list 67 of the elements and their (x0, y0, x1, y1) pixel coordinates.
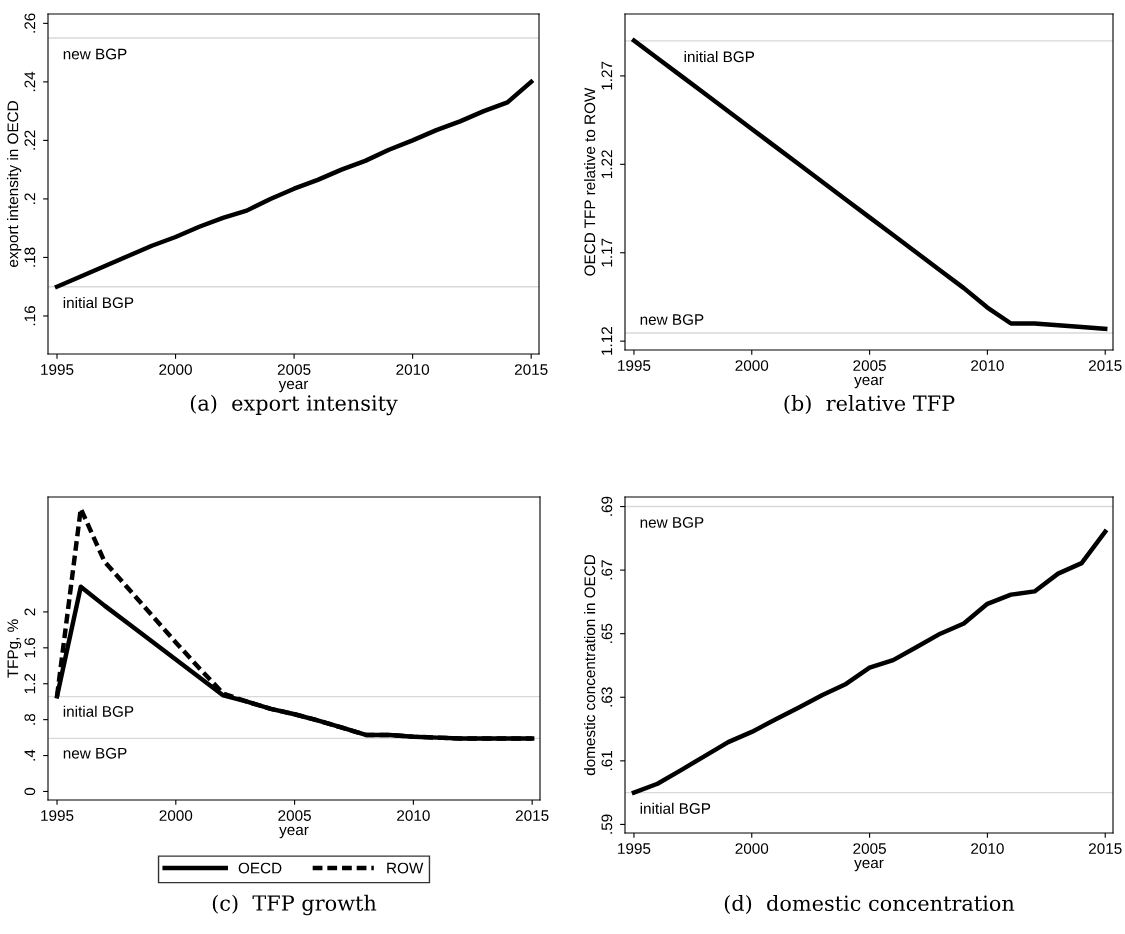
y-tick-label: .59 (601, 814, 613, 834)
x-tick-label: 2005 (853, 843, 886, 854)
x-axis-title: year (854, 376, 884, 389)
x-tick-label: 1995 (41, 364, 74, 375)
x-tick-label: 2015 (515, 810, 549, 821)
x-axis-title: year (278, 380, 309, 393)
y-axis-title: OECD TFP relative to ROW (584, 87, 596, 276)
y-tick-label: 1.17 (601, 238, 613, 267)
y-tick-label: .63 (601, 687, 613, 707)
x-tick-label: 2000 (159, 364, 192, 375)
ref-line-label: initial BGP (63, 705, 134, 717)
y-tick-label: .16 (24, 306, 36, 326)
text: (a) export intensity (190, 394, 398, 416)
y-tick-label: .65 (601, 623, 613, 643)
y-axis-title: export intensity in OECD (7, 101, 22, 267)
ref-line-label: new BGP (63, 747, 127, 759)
ref-line-label: initial BGP (63, 296, 134, 309)
x-tick-label: 2010 (971, 843, 1004, 854)
y-tick-label: .18 (24, 247, 36, 267)
x-tick-label: 2000 (735, 360, 769, 371)
x-tick-label: 1995 (618, 843, 651, 854)
x-tick-label: 2015 (514, 364, 548, 375)
y-tick-label: 1.12 (601, 327, 613, 355)
ref-line-label: new BGP (640, 517, 704, 528)
y-tick-label: 0 (24, 787, 36, 796)
line-series (54, 79, 534, 289)
x-tick-label: 2010 (396, 364, 430, 375)
ref-line-label: initial BGP (684, 50, 755, 63)
y-tick-label: .26 (24, 13, 36, 33)
x-tick-label: 2015 (1089, 360, 1122, 371)
x-axis-title: year (854, 859, 884, 872)
y-tick-label: .2 (24, 193, 36, 204)
line-series (631, 38, 1108, 331)
y-tick-label: 1.2 (24, 673, 36, 694)
x-tick-label: 2010 (397, 810, 430, 821)
ref-line-label: new BGP (63, 48, 127, 60)
x-tick-label: 1995 (41, 810, 74, 821)
y-tick-label: 1.6 (24, 637, 36, 658)
y-tick-label: 1.22 (601, 150, 613, 179)
y-tick-label: .61 (601, 750, 613, 771)
ref-line-label: initial BGP (640, 802, 711, 814)
y-axis-title: TFPg, % (7, 619, 22, 678)
x-tick-label: 2005 (277, 364, 311, 375)
y-axis-title: domestic concentration in OECD (584, 554, 596, 776)
y-tick-label: .22 (24, 130, 36, 150)
text: (b) relative TFP (784, 394, 955, 414)
y-tick-label: 1.27 (601, 61, 613, 90)
legend-label: OECD (238, 862, 282, 874)
y-tick-label: .4 (24, 749, 36, 761)
y-tick-label: .24 (24, 71, 36, 92)
x-tick-label: 2005 (853, 360, 886, 371)
legend-label: ROW (387, 862, 424, 874)
x-axis-title: year (279, 826, 309, 839)
y-tick-label: 2 (24, 608, 36, 616)
x-tick-label: 2000 (735, 843, 769, 854)
ref-line-label: new BGP (640, 314, 704, 325)
x-tick-label: 2010 (971, 360, 1004, 371)
text: (c) TFP growth (212, 894, 377, 916)
text: (d) domestic concentration (724, 894, 1015, 914)
x-tick-label: 2005 (278, 810, 311, 821)
x-tick-label: 1995 (618, 360, 651, 371)
y-tick-label: .8 (24, 713, 36, 725)
x-tick-label: 2015 (1089, 843, 1122, 854)
y-tick-label: .67 (601, 560, 613, 580)
y-tick-label: .69 (601, 496, 613, 516)
line-series (631, 529, 1108, 795)
x-tick-label: 2000 (159, 810, 193, 821)
